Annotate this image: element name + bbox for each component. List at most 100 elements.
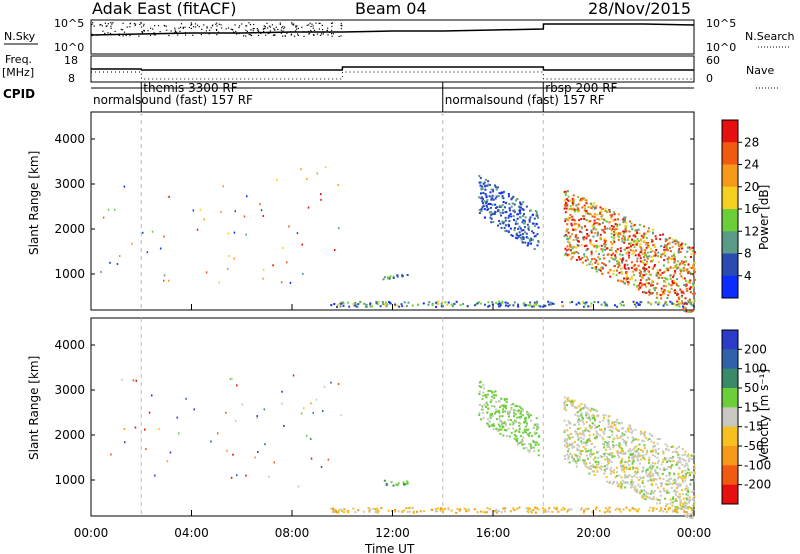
- data-pixel: [692, 514, 695, 517]
- data-pixel: [635, 305, 637, 308]
- data-pixel: [563, 406, 566, 409]
- data-pixel: [613, 422, 615, 425]
- data-pixel: [158, 427, 160, 430]
- nsky-dot: [318, 28, 320, 30]
- data-pixel: [689, 279, 692, 282]
- data-pixel: [606, 508, 609, 511]
- data-pixel: [645, 246, 648, 249]
- data-pixel: [481, 200, 484, 203]
- data-pixel: [485, 511, 488, 514]
- data-pixel: [677, 243, 680, 246]
- data-pixel: [236, 384, 238, 387]
- data-pixel: [656, 456, 659, 459]
- data-pixel: [518, 429, 521, 432]
- nsky-dot: [143, 23, 145, 25]
- data-pixel: [573, 219, 576, 222]
- nsky-dot: [154, 34, 156, 36]
- data-pixel: [383, 303, 386, 306]
- data-pixel: [485, 202, 487, 204]
- data-pixel: [286, 261, 288, 264]
- data-pixel: [597, 268, 600, 271]
- data-pixel: [638, 254, 641, 257]
- data-pixel: [502, 422, 505, 425]
- nsky-dot: [182, 26, 184, 28]
- data-pixel: [583, 255, 586, 258]
- data-pixel: [615, 251, 618, 254]
- data-pixel: [536, 233, 539, 236]
- data-pixel: [643, 458, 646, 461]
- data-pixel: [577, 252, 580, 255]
- data-pixel: [590, 443, 593, 445]
- data-pixel: [664, 238, 667, 241]
- data-pixel: [563, 253, 566, 256]
- data-pixel: [685, 473, 687, 476]
- data-pixel: [643, 291, 646, 294]
- data-pixel: [518, 431, 521, 433]
- data-pixel: [651, 250, 654, 253]
- data-pixel: [667, 508, 670, 511]
- data-pixel: [594, 437, 596, 440]
- data-pixel: [686, 280, 689, 283]
- data-pixel: [614, 256, 617, 258]
- data-pixel: [622, 427, 625, 430]
- data-pixel: [608, 510, 611, 513]
- data-pixel: [490, 399, 493, 401]
- data-pixel: [618, 264, 621, 267]
- nsky-dot: [234, 24, 236, 26]
- data-pixel: [684, 469, 687, 472]
- nsky-dot: [112, 22, 114, 24]
- data-pixel: [612, 269, 615, 272]
- data-pixel: [632, 240, 635, 243]
- nsky-dot: [154, 25, 156, 27]
- data-pixel: [530, 510, 533, 513]
- data-pixel: [634, 279, 637, 282]
- data-pixel: [598, 253, 600, 256]
- data-pixel: [592, 452, 595, 455]
- data-pixel: [610, 460, 613, 463]
- nsky-dot: [297, 27, 299, 30]
- data-pixel: [406, 274, 409, 276]
- data-pixel: [508, 435, 511, 438]
- data-pixel: [643, 435, 646, 438]
- data-pixel: [273, 461, 275, 464]
- data-pixel: [620, 421, 623, 424]
- data-pixel: [513, 227, 516, 229]
- data-pixel: [650, 248, 652, 251]
- data-pixel: [330, 507, 333, 510]
- data-pixel: [513, 433, 516, 436]
- data-pixel: [656, 269, 659, 272]
- data-pixel: [522, 229, 525, 232]
- data-pixel: [619, 446, 622, 449]
- nsky-dot: [184, 26, 186, 28]
- data-pixel: [667, 261, 670, 264]
- data-pixel: [563, 199, 566, 202]
- data-pixel: [674, 289, 676, 292]
- data-pixel: [573, 441, 576, 443]
- data-pixel: [613, 469, 616, 472]
- data-pixel: [569, 400, 572, 403]
- data-pixel: [645, 437, 648, 440]
- data-pixel: [571, 456, 574, 459]
- data-pixel: [630, 431, 633, 434]
- data-pixel: [565, 249, 568, 252]
- data-pixel: [587, 507, 590, 510]
- data-pixel: [516, 507, 519, 510]
- data-pixel: [580, 419, 583, 422]
- data-pixel: [660, 508, 663, 511]
- data-pixel: [529, 414, 532, 417]
- data-pixel: [610, 253, 613, 256]
- data-pixel: [676, 291, 678, 293]
- data-pixel: [262, 277, 264, 280]
- data-pixel: [478, 196, 481, 199]
- data-pixel: [674, 498, 677, 501]
- data-pixel: [608, 260, 611, 263]
- data-pixel: [648, 459, 651, 462]
- data-pixel: [662, 478, 665, 480]
- data-pixel: [435, 301, 438, 304]
- data-pixel: [166, 460, 169, 463]
- data-pixel: [264, 443, 266, 446]
- data-pixel: [582, 459, 585, 462]
- data-pixel: [691, 246, 694, 249]
- data-pixel: [565, 409, 568, 412]
- data-pixel: [581, 197, 584, 199]
